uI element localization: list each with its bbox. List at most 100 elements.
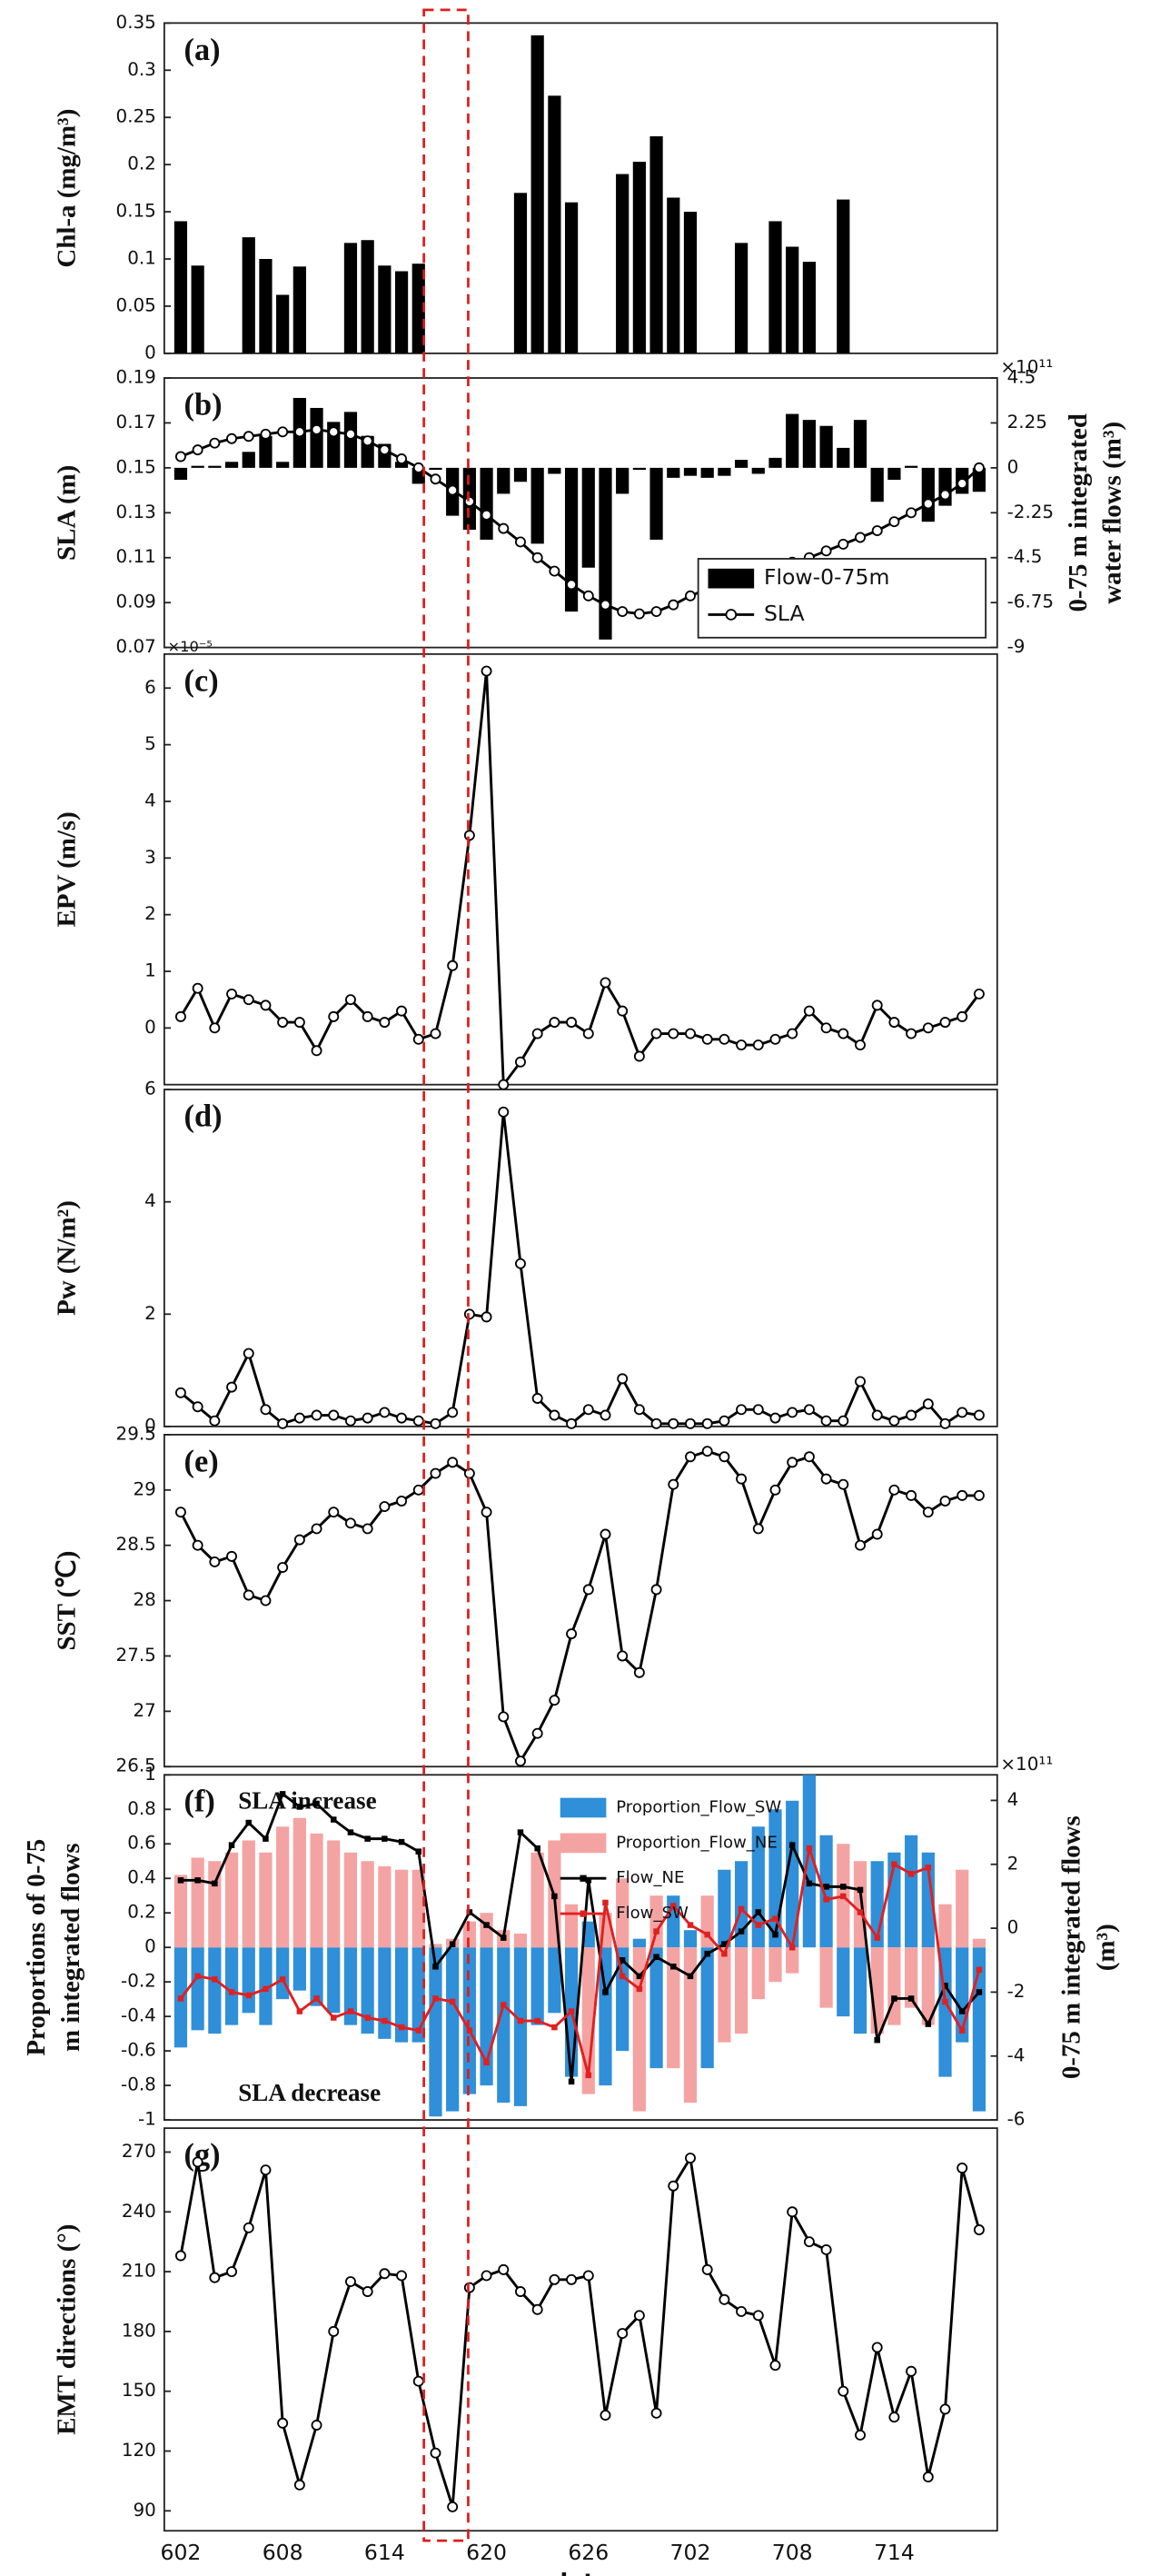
point xyxy=(328,1010,340,1022)
point xyxy=(874,1934,880,1941)
point xyxy=(602,1899,609,1906)
point xyxy=(531,1727,543,1739)
y2-tick-label: -6 xyxy=(1007,2109,1026,2130)
point xyxy=(704,1931,710,1938)
bar xyxy=(276,462,290,468)
y-tick-label: 0.09 xyxy=(116,592,156,612)
bar xyxy=(276,1947,290,2000)
bar xyxy=(887,1947,901,2025)
point xyxy=(685,2153,696,2164)
point xyxy=(517,2017,524,2024)
point xyxy=(177,1995,184,2002)
point xyxy=(481,509,492,521)
point xyxy=(939,1496,951,1507)
y-tick-label: 0.15 xyxy=(116,201,156,222)
point xyxy=(362,1523,373,1535)
point xyxy=(174,1010,186,1022)
bar xyxy=(548,95,561,353)
point xyxy=(617,2328,629,2340)
point xyxy=(582,590,594,602)
y2-tick-label: -9 xyxy=(1007,636,1026,657)
point xyxy=(687,1922,694,1928)
point xyxy=(806,1845,813,1852)
point xyxy=(279,1791,286,1797)
bar xyxy=(734,243,748,353)
point xyxy=(602,1989,609,1995)
legend-label: Flow_NE xyxy=(616,1868,684,1887)
point xyxy=(362,2286,373,2297)
point xyxy=(650,1028,662,1039)
bar xyxy=(751,467,765,474)
y-axis-label: Proportions of 0-75 xyxy=(22,1839,51,2056)
bar xyxy=(310,1833,323,1948)
point xyxy=(650,1584,662,1596)
x-axis-label: date xyxy=(551,2568,610,2576)
y-tick-label: 0.17 xyxy=(116,412,156,433)
axis-multiplier: ×10⁻⁵ xyxy=(167,638,212,655)
legend-swatch xyxy=(708,568,755,589)
point xyxy=(177,1877,184,1884)
point xyxy=(871,1409,883,1421)
bar xyxy=(173,1875,188,1948)
point xyxy=(668,1028,679,1039)
point xyxy=(531,552,543,563)
point xyxy=(840,1884,847,1890)
point xyxy=(838,1415,849,1427)
point xyxy=(412,2375,424,2387)
bar xyxy=(548,1947,561,2014)
bar xyxy=(259,435,273,468)
plot-frame xyxy=(163,22,998,354)
y-tick-label: 0.11 xyxy=(116,546,156,567)
point xyxy=(568,2078,575,2085)
y2-axis-label: water flows (m³) xyxy=(1098,422,1127,604)
bar xyxy=(224,1947,239,2025)
point xyxy=(787,1457,798,1468)
point xyxy=(328,1507,340,1518)
point xyxy=(874,2036,880,2044)
bar xyxy=(276,294,290,353)
point xyxy=(855,532,866,543)
point xyxy=(787,2206,798,2218)
point xyxy=(719,1415,730,1427)
y-tick-label: -0.6 xyxy=(121,2040,156,2061)
bar xyxy=(513,1933,528,1948)
panel-label: (a) xyxy=(184,33,221,67)
bar xyxy=(819,1947,833,2008)
point xyxy=(483,1922,490,1928)
bar xyxy=(700,467,714,478)
point xyxy=(396,1005,408,1017)
y-tick-label: 0.8 xyxy=(127,1798,156,1819)
point xyxy=(498,1106,510,1118)
y2-tick-label: 4.5 xyxy=(1007,367,1036,388)
y2-axis-label: 0-75 m integrated xyxy=(1064,413,1093,612)
bar xyxy=(292,1947,306,1991)
bar xyxy=(564,467,579,612)
bar xyxy=(751,1947,765,2000)
point xyxy=(293,2479,305,2491)
point xyxy=(922,1022,934,1034)
y-tick-label: 0.25 xyxy=(116,106,156,127)
point xyxy=(432,1964,439,1970)
point xyxy=(719,1033,730,1045)
bar xyxy=(394,1947,409,2043)
bar xyxy=(921,467,935,522)
bar xyxy=(581,467,595,568)
bar xyxy=(616,467,630,494)
point xyxy=(174,451,186,462)
point xyxy=(633,1404,645,1416)
point xyxy=(463,1467,475,1479)
point xyxy=(412,1415,424,1427)
point xyxy=(738,1928,745,1934)
point xyxy=(293,426,305,438)
bar xyxy=(242,1840,255,1948)
point xyxy=(463,2282,475,2293)
bar xyxy=(956,1869,969,1948)
panel-label: (b) xyxy=(184,387,223,422)
bar xyxy=(667,467,680,478)
point xyxy=(925,2021,932,2027)
point xyxy=(549,1695,560,1706)
y-tick-label: 0.2 xyxy=(127,154,156,174)
bar xyxy=(718,1869,731,1948)
point xyxy=(447,1407,459,1418)
point xyxy=(755,1909,762,1915)
